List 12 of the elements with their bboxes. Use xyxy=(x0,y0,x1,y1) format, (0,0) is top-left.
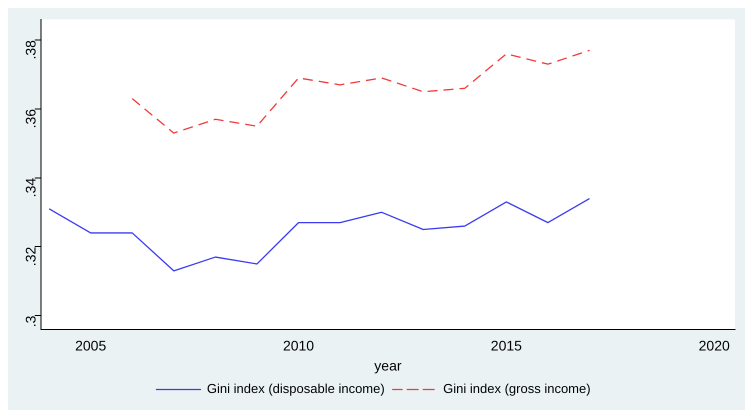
y-tick-label: .3 xyxy=(22,315,39,328)
y-tick-label: .38 xyxy=(22,40,39,60)
x-tick-label: 2015 xyxy=(490,338,522,354)
y-tick-label: .34 xyxy=(22,178,39,198)
x-tick-label: 2010 xyxy=(282,338,314,354)
legend-label: Gini index (disposable income) xyxy=(206,381,385,396)
x-axis-title: year xyxy=(374,357,402,374)
y-tick-label: .32 xyxy=(22,246,39,266)
x-tick-label: 2020 xyxy=(698,338,730,354)
x-tick-label: 2005 xyxy=(75,338,106,354)
y-tick-label: .36 xyxy=(22,108,39,128)
legend-label: Gini index (gross income) xyxy=(443,381,591,396)
